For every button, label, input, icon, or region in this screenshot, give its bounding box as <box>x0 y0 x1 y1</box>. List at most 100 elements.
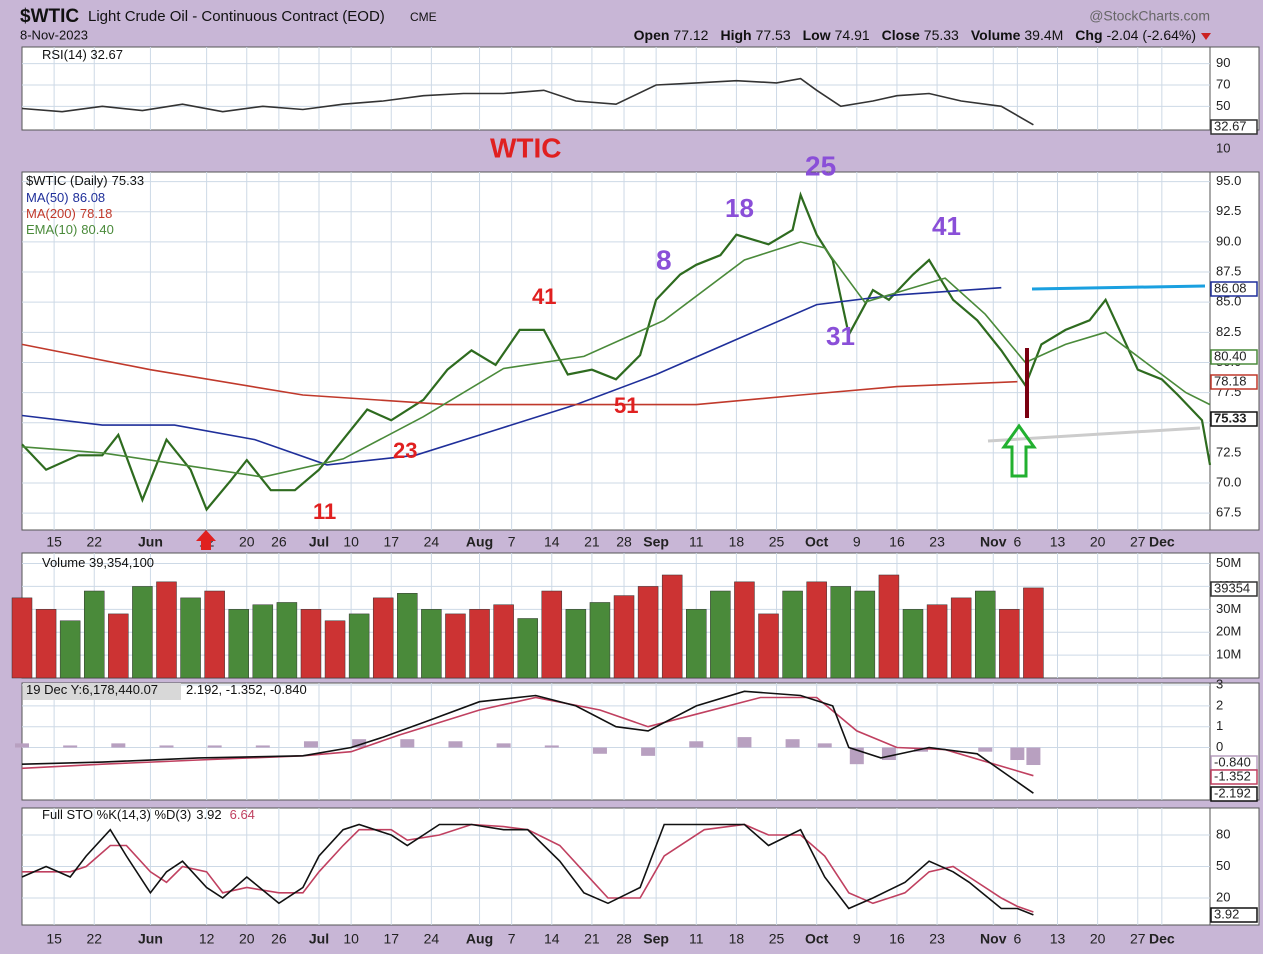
x-tick-label: 20 <box>1090 534 1106 550</box>
x-tick-label: 16 <box>889 931 905 947</box>
volume-bar <box>950 597 972 679</box>
series-line <box>21 286 1002 466</box>
axis-strip <box>1209 552 1260 679</box>
x-tick-label: 13 <box>1050 534 1066 550</box>
x-tick-label: 16 <box>889 534 905 550</box>
stat-label: Low <box>803 27 831 43</box>
volume-bar <box>878 574 900 679</box>
volume-bar <box>1023 587 1044 679</box>
histogram-bar <box>785 739 800 748</box>
legend-text: $WTIC (Daily) 75.33 <box>26 173 144 188</box>
volume-bar <box>156 581 177 679</box>
x-tick-label: 6 <box>1013 931 1021 947</box>
volume-bar <box>830 586 852 679</box>
histogram-bar <box>496 743 511 748</box>
panel <box>21 46 1211 131</box>
stat-value: 75.33 <box>924 27 959 43</box>
volume-bar <box>11 597 33 679</box>
histogram-bar <box>111 743 126 748</box>
y-tick-label: 50 <box>1216 98 1230 113</box>
resistance-line <box>1031 284 1206 291</box>
series-line <box>21 191 1212 512</box>
legend-text: EMA(10) 80.40 <box>26 222 114 237</box>
volume-bar <box>132 586 153 679</box>
annotation: 25 <box>805 150 836 181</box>
y-tick-label: 2 <box>1216 697 1223 712</box>
x-tick-label: Jul <box>309 931 329 947</box>
y-tick-label: 95.0 <box>1216 173 1241 188</box>
value-tag-label: 39354 <box>1214 580 1250 595</box>
volume-bar <box>589 602 611 679</box>
legend-text: MA(50) 86.08 <box>26 190 105 205</box>
legend-part: 78.18 <box>80 206 113 221</box>
x-tick-label: 25 <box>769 534 785 550</box>
x-tick-label: 11 <box>689 931 704 947</box>
x-tick-label: 6 <box>1013 534 1021 550</box>
x-tick-label: Sep <box>643 931 669 947</box>
histogram-bar <box>159 745 174 748</box>
x-tick-label: Jul <box>309 534 329 550</box>
x-tick-label: 11 <box>689 534 704 550</box>
volume-bar <box>180 597 201 679</box>
volume-bar <box>734 581 755 679</box>
value-tag <box>1210 786 1258 802</box>
y-tick-label: 87.5 <box>1216 263 1241 278</box>
volume-bar <box>35 609 57 679</box>
x-tick-label: 20 <box>1090 931 1106 947</box>
date: 8-Nov-2023 <box>20 27 88 42</box>
volume-bar <box>926 604 948 679</box>
x-tick-label: Dec <box>1149 534 1175 550</box>
legend-text: Full STO %K(14,3) %D(3) 3.92 6.64 <box>42 807 255 822</box>
stat-value: -2.04 (-2.64%) <box>1107 27 1196 43</box>
x-tick-label: 20 <box>239 534 255 550</box>
annotation: 41 <box>532 284 556 309</box>
header: $WTIC Light Crude Oil - Continuous Contr… <box>20 6 1211 43</box>
volume-bar <box>108 613 129 679</box>
volume-bar <box>59 620 81 679</box>
x-tick-label: 12 <box>199 931 215 947</box>
volume-bar <box>637 586 659 679</box>
annotation: 41 <box>932 211 961 241</box>
volume-bar <box>300 609 322 679</box>
x-tick-label: 26 <box>271 534 287 550</box>
volume-bar <box>806 581 827 679</box>
annotation: 23 <box>393 438 417 463</box>
x-tick-label: Oct <box>805 534 829 550</box>
value-tag <box>1210 907 1258 923</box>
legend-part: RSI(14) 32.67 <box>42 47 123 62</box>
series-line <box>22 823 1034 913</box>
x-tick-label: 13 <box>1050 931 1066 947</box>
x-tick-label: 17 <box>383 534 399 550</box>
x-tick-label: 22 <box>86 931 102 947</box>
x-tick-label: 18 <box>729 534 745 550</box>
x-tick-label: Jun <box>138 534 163 550</box>
value-tag <box>1210 411 1258 427</box>
y-tick-label: 70 <box>1216 76 1230 91</box>
volume-bar <box>252 604 274 679</box>
value-tag <box>1210 119 1258 135</box>
volume-bar <box>204 590 225 679</box>
y-tick-label: 20M <box>1216 624 1241 639</box>
volume-bar <box>565 609 587 679</box>
volume-bar <box>902 609 924 679</box>
volume-bar <box>541 590 563 679</box>
histogram-bar <box>303 741 318 748</box>
annotation: 31 <box>826 321 855 351</box>
x-tick-label: 10 <box>343 534 359 550</box>
tooltip-box <box>23 683 181 700</box>
annotation: 8 <box>656 244 672 275</box>
panel <box>21 171 1211 531</box>
volume-bar <box>517 618 538 679</box>
instrument-name: Light Crude Oil - Continuous Contract (E… <box>88 8 385 25</box>
stat-label: High <box>720 27 751 43</box>
volume-bar <box>613 595 635 679</box>
volume-bar <box>372 597 394 679</box>
volume-bar <box>661 574 683 679</box>
y-tick-label: 82.5 <box>1216 324 1241 339</box>
panel <box>21 682 1211 801</box>
x-tick-label: 21 <box>584 534 600 550</box>
x-tick-label: 28 <box>616 931 632 947</box>
histogram-bar <box>63 745 78 748</box>
volume-bar <box>228 609 249 679</box>
